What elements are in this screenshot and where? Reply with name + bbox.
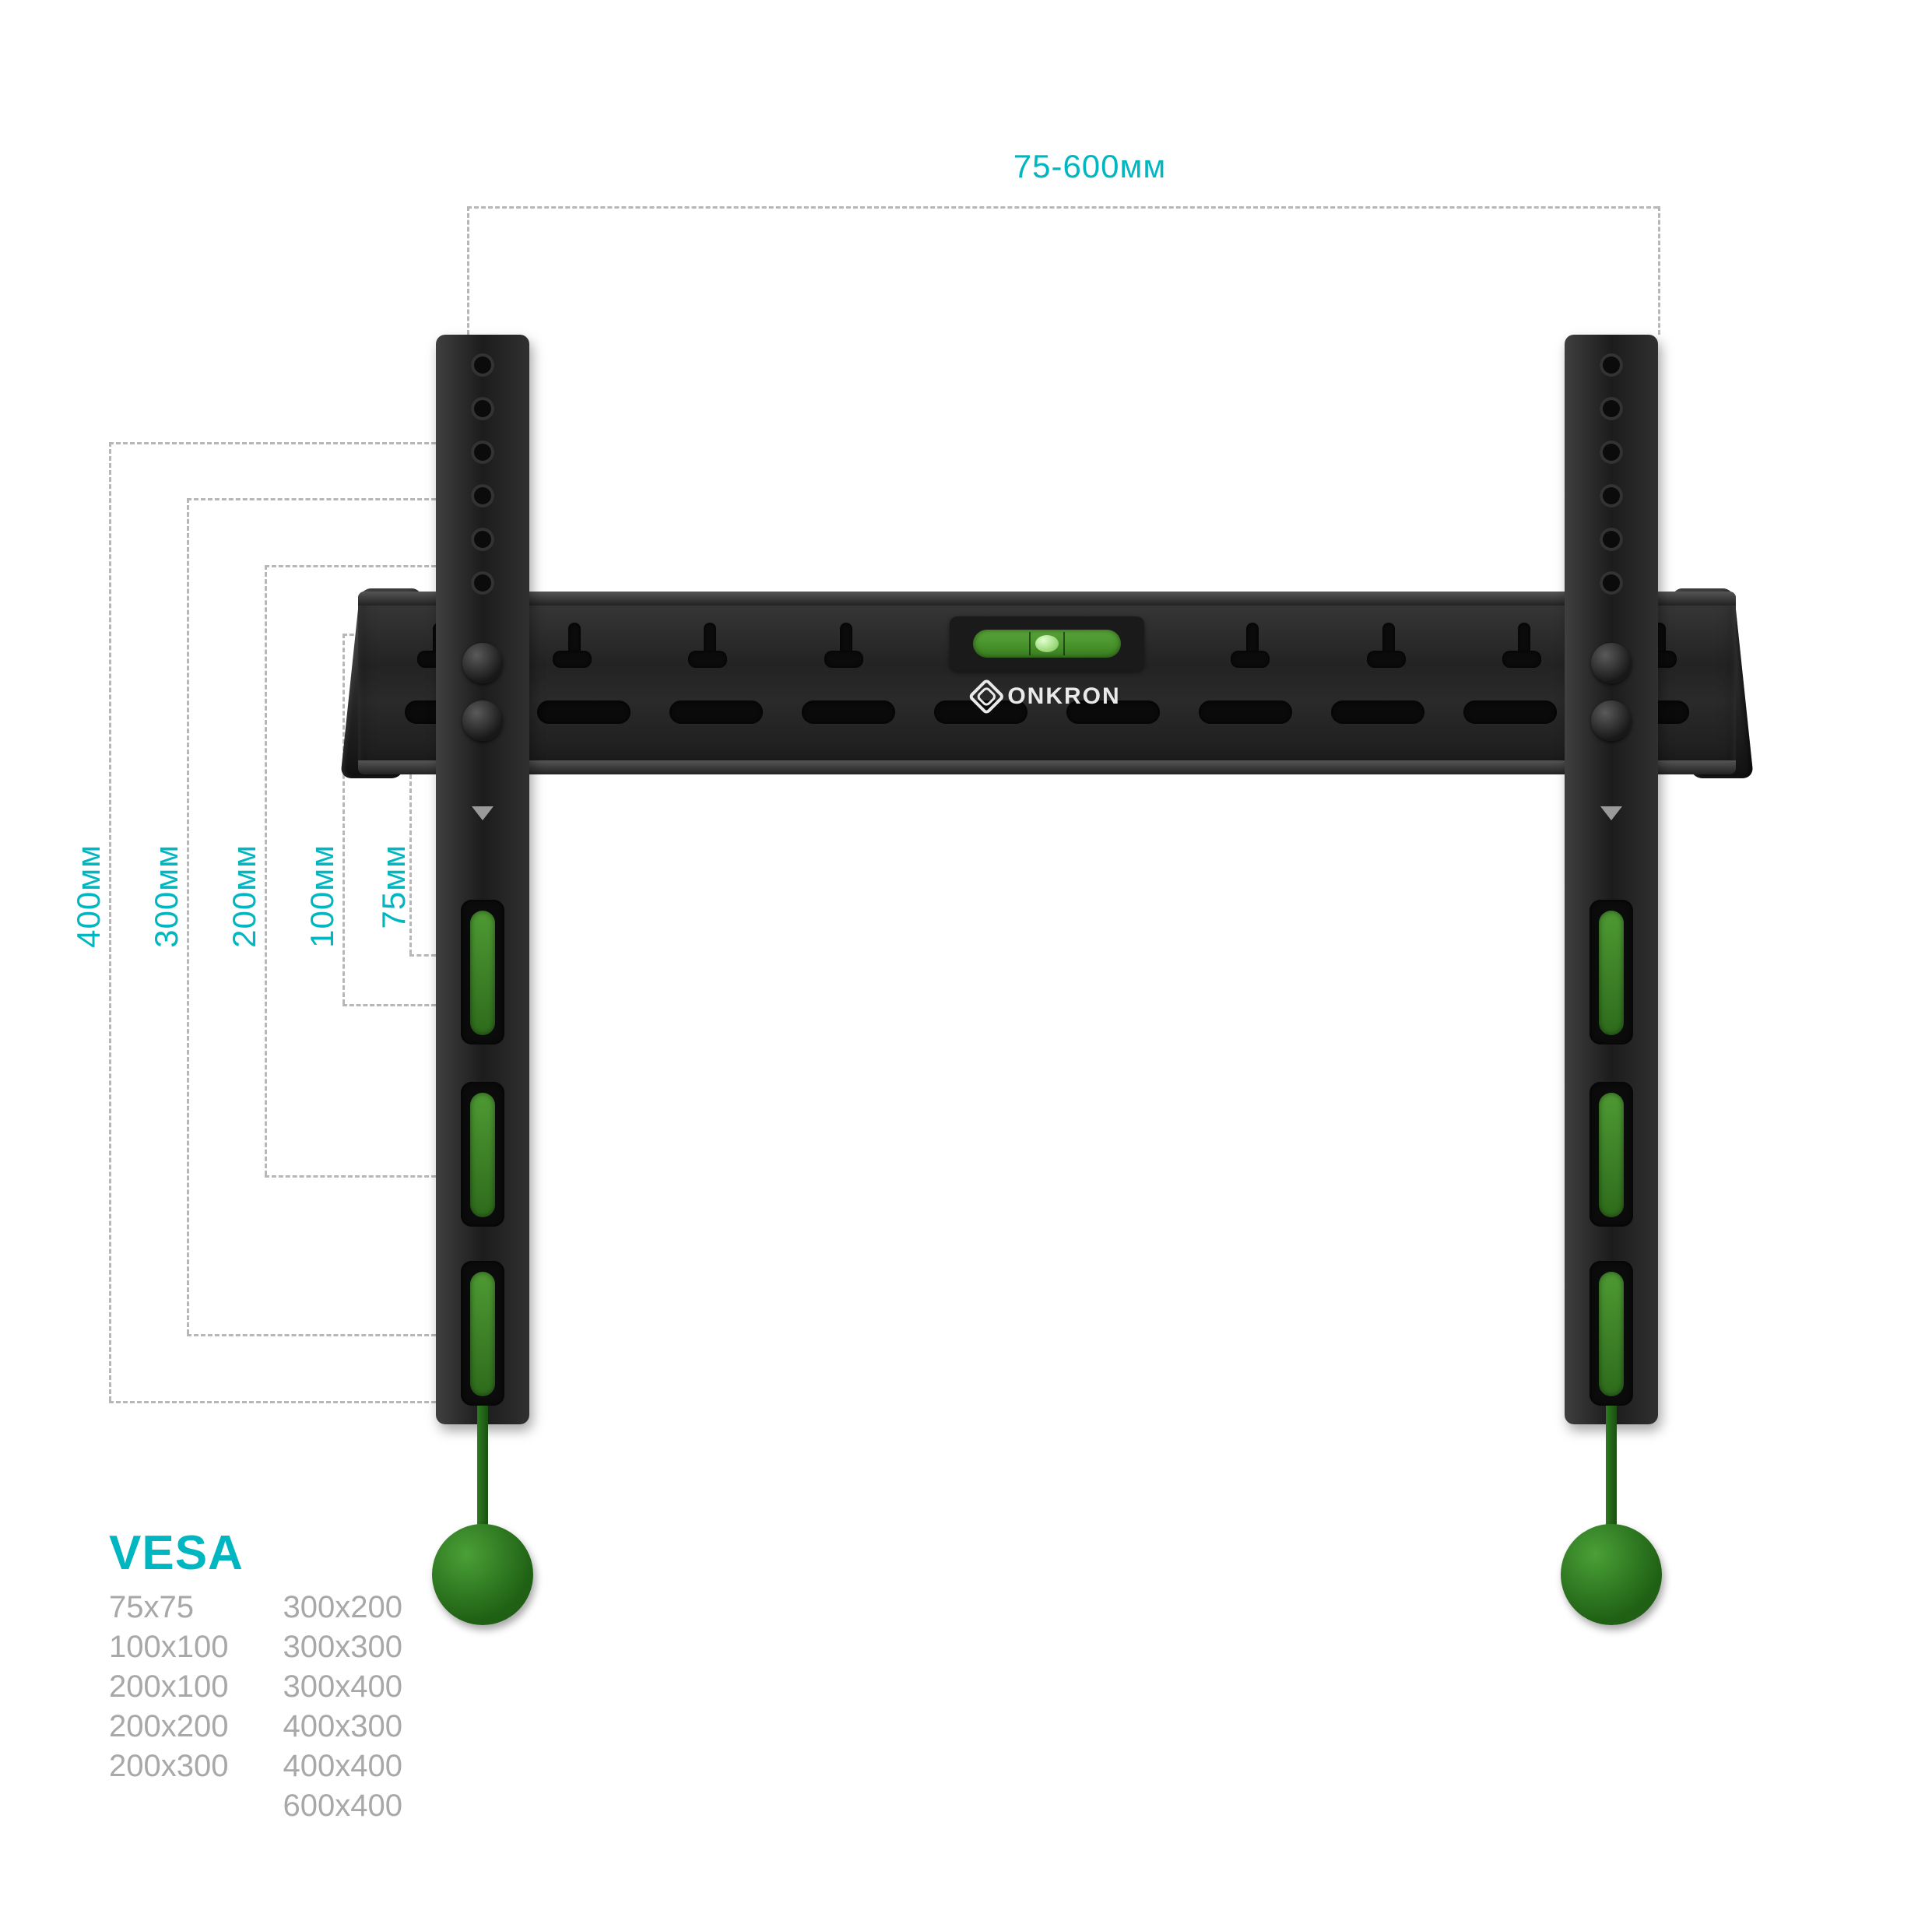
- brand-name: ONKRON: [1007, 683, 1120, 710]
- vesa-size: 200x300: [109, 1749, 228, 1784]
- dimension-100-label: 100мм: [304, 844, 341, 948]
- pull-stem-right: [1606, 1393, 1617, 1541]
- adapter-bracket-right: [1565, 335, 1658, 1424]
- bracket-hole: [1600, 484, 1623, 507]
- dimension-line: [187, 498, 189, 1334]
- wall-plate: ONKRON: [358, 592, 1736, 774]
- dimension-line: [109, 442, 436, 444]
- bracket-hole: [471, 484, 494, 507]
- pull-stem-left: [477, 1393, 488, 1541]
- brand-label: ONKRON: [973, 683, 1120, 710]
- bracket-hole: [471, 441, 494, 464]
- down-arrow-icon: [472, 806, 494, 820]
- vesa-size: 200x100: [109, 1669, 228, 1705]
- wall-plate-hook: [683, 623, 732, 674]
- vesa-column-1: 75x75 100x100 200x100 200x200 200x300: [109, 1590, 228, 1824]
- diagram-canvas: 75-600мм 400мм 300мм 200мм 100мм 75мм ON…: [0, 0, 1932, 1931]
- bracket-green-slot: [470, 1093, 495, 1217]
- wall-plate-slot: [537, 700, 631, 724]
- bracket-hole: [471, 571, 494, 595]
- bracket-cap: [1591, 700, 1632, 741]
- dimension-line: [342, 1004, 436, 1006]
- vesa-size: 75x75: [109, 1590, 228, 1625]
- bracket-green-slot: [1599, 1093, 1624, 1217]
- wall-plate-hook: [548, 623, 596, 674]
- dimension-line: [265, 565, 267, 1175]
- dimension-line: [342, 634, 345, 1004]
- down-arrow-icon: [1600, 806, 1622, 820]
- wall-plate-slot: [669, 700, 763, 724]
- bracket-cap: [462, 643, 503, 683]
- pull-knob-left: [432, 1524, 533, 1625]
- brand-logo-icon: [973, 683, 999, 710]
- bracket-green-slot: [1599, 911, 1624, 1035]
- bracket-hole: [1600, 397, 1623, 420]
- vesa-title: VESA: [109, 1525, 402, 1581]
- bracket-green-slot: [470, 911, 495, 1035]
- dimension-75-label: 75мм: [375, 844, 413, 929]
- bracket-hole: [1600, 571, 1623, 595]
- wall-plate-hook: [820, 623, 868, 674]
- vesa-size: 100x100: [109, 1630, 228, 1665]
- bracket-green-slot: [470, 1272, 495, 1396]
- vesa-size: 200x200: [109, 1709, 228, 1744]
- pull-knob-right: [1561, 1524, 1662, 1625]
- bracket-hole: [471, 397, 494, 420]
- spirit-level-housing: [950, 616, 1144, 671]
- vesa-size: 300x400: [283, 1669, 402, 1705]
- dimension-300-label: 300мм: [148, 844, 185, 948]
- bracket-hole: [1600, 528, 1623, 551]
- vesa-column-2: 300x200 300x300 300x400 400x300 400x400 600x4…: [283, 1590, 402, 1824]
- dimension-line: [265, 565, 436, 567]
- dimension-line: [467, 206, 1658, 209]
- dimension-line: [109, 442, 111, 1401]
- dimension-200-label: 200мм: [226, 844, 263, 948]
- vesa-size: 300x300: [283, 1630, 402, 1665]
- wall-plate-slot: [1463, 700, 1557, 724]
- dimension-line: [467, 206, 469, 335]
- spirit-level: [973, 630, 1121, 658]
- bracket-green-slot: [1599, 1272, 1624, 1396]
- vesa-size: 400x400: [283, 1749, 402, 1784]
- adapter-bracket-left: [436, 335, 529, 1424]
- dimension-width-label: 75-600мм: [1013, 148, 1167, 185]
- wall-plate-hook: [1498, 623, 1546, 674]
- dimension-400-label: 400мм: [70, 844, 107, 948]
- dimension-line: [109, 1401, 436, 1403]
- dimension-line: [409, 954, 436, 957]
- dimension-line: [265, 1175, 436, 1178]
- wall-plate-slot: [1331, 700, 1424, 724]
- wall-plate-hook: [1226, 623, 1274, 674]
- dimension-line: [187, 1334, 436, 1336]
- bracket-hole: [1600, 441, 1623, 464]
- dimension-line: [1658, 206, 1660, 335]
- vesa-size: 400x300: [283, 1709, 402, 1744]
- bracket-hole: [471, 528, 494, 551]
- vesa-table: VESA 75x75 100x100 200x100 200x200 200x300 3…: [109, 1525, 402, 1824]
- bracket-cap: [1591, 643, 1632, 683]
- wall-plate-slot: [802, 700, 895, 724]
- wall-plate-hook: [1362, 623, 1410, 674]
- vesa-size: 300x200: [283, 1590, 402, 1625]
- vesa-size: 600x400: [283, 1789, 402, 1824]
- bracket-hole: [471, 353, 494, 377]
- spirit-level-bubble: [1035, 635, 1059, 652]
- bracket-cap: [462, 700, 503, 741]
- dimension-line: [187, 498, 436, 500]
- bracket-hole: [1600, 353, 1623, 377]
- wall-plate-slot: [1199, 700, 1292, 724]
